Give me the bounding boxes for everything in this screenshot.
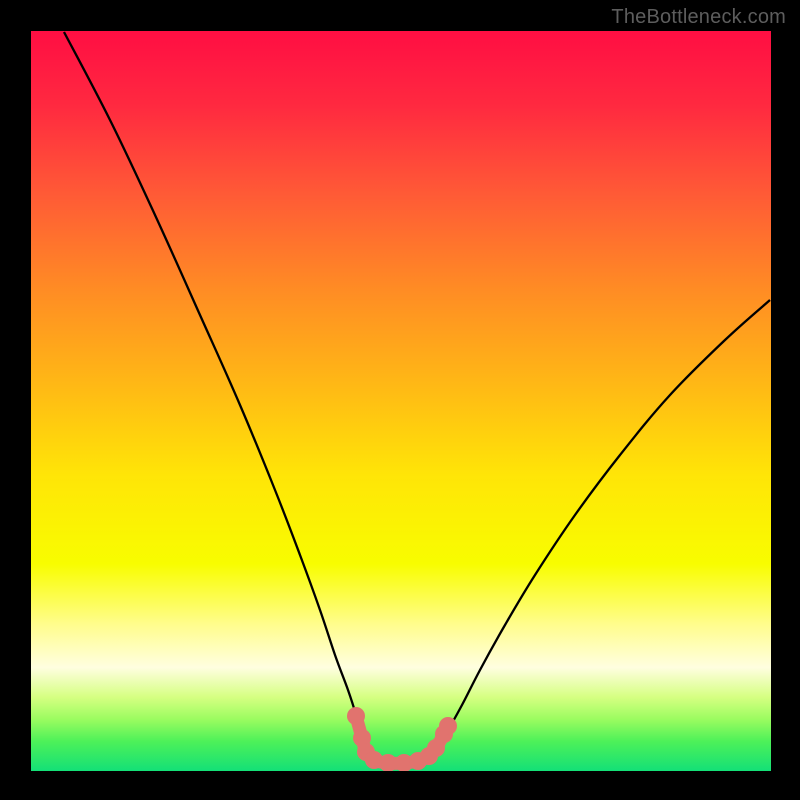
curve-marker [347,707,365,725]
plot-gradient-background [31,31,771,771]
watermark-text: TheBottleneck.com [611,6,786,29]
curve-marker [439,717,457,735]
stage: TheBottleneck.com [0,0,800,800]
bottleneck-chart [0,0,800,800]
curve-marker [379,754,397,772]
